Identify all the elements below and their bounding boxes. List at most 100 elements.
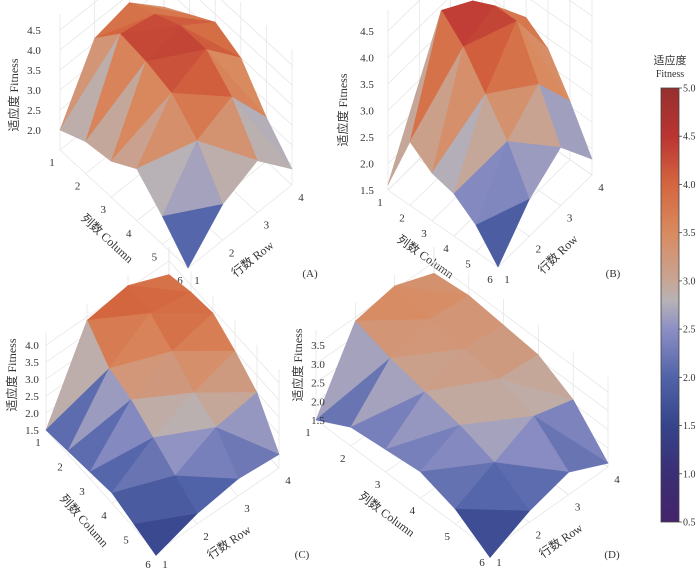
colorbar-title-en: Fitness [656, 69, 684, 80]
column-tick-label: 1 [35, 437, 41, 449]
colorbar-title-cn: 适应度 [654, 53, 687, 67]
grid-line [387, 0, 448, 58]
colorbar-tick-label: 3.5 [683, 228, 696, 239]
grid-line [387, 0, 421, 32]
column-tick-label: 2 [75, 181, 81, 193]
z-tick-label: 4.5 [360, 26, 374, 38]
z-tick-label: 2.5 [311, 378, 325, 390]
grid-line [45, 429, 157, 553]
row-tick-label: 2 [229, 247, 235, 259]
column-tick-label: 6 [487, 274, 493, 286]
row-tick-label: 3 [567, 213, 573, 225]
row-tick-label: 4 [598, 182, 604, 194]
z-axis-label: 适应度 Fitness [290, 328, 305, 401]
colorbar-tick-label: 5.0 [683, 84, 696, 95]
column-tick-label: 3 [100, 204, 106, 216]
z-tick-label: 1.5 [311, 415, 325, 427]
row-axis-label: 行数 Row [204, 521, 254, 562]
z-tick-label: 4.0 [27, 45, 41, 57]
z-tick-label: 3.5 [360, 79, 374, 91]
grid-line [315, 419, 491, 551]
z-tick-label: 4.5 [27, 25, 41, 37]
column-tick-label: 6 [145, 559, 151, 571]
z-tick-label: 3.5 [25, 357, 39, 369]
colorbar-tick-label: 2.5 [683, 325, 696, 336]
surface-facet [133, 513, 198, 556]
column-tick-label: 4 [126, 228, 132, 240]
colorbar-tick-label: 3.0 [683, 276, 696, 287]
colorbar-tick-label: 1.0 [683, 469, 696, 480]
surface-facet [475, 198, 530, 268]
grid-line [530, 0, 593, 43]
surface-facet [162, 204, 223, 269]
z-tick-label: 3.0 [27, 85, 41, 97]
column-tick-label: 2 [57, 461, 63, 473]
colorbar-bar [660, 87, 680, 523]
row-tick-label: 2 [536, 529, 542, 541]
colorbar-tick-label: 4.0 [683, 180, 696, 191]
z-tick-label: 1.5 [25, 425, 39, 437]
z-tick-label: 1.5 [360, 185, 374, 197]
column-tick-label: 4 [443, 243, 449, 255]
colorbar: 适应度 Fitness 5.0 4.5 4.0 3.5 3.0 2.5 2.0 1.5 1.0 0… [654, 53, 696, 529]
grid-line [59, 149, 189, 269]
column-tick-label: 1 [377, 197, 383, 209]
row-tick-label: 4 [298, 192, 304, 204]
grid-line [187, 184, 293, 269]
z-tick-label: 2.0 [27, 125, 41, 137]
z-tick-label: 3.5 [311, 340, 325, 352]
row-axis-label: 行数 Row [536, 520, 586, 561]
row-axis-label: 行数 Row [535, 231, 581, 277]
row-tick-label: 1 [194, 275, 200, 287]
grid-line [492, 0, 593, 70]
row-tick-label: 1 [162, 559, 168, 571]
grid-line [59, 0, 124, 51]
grid-line [220, 0, 293, 66]
z-tick-label: 2.5 [27, 105, 41, 117]
grid-line [497, 174, 593, 268]
z-tick-label: 2.5 [360, 132, 374, 144]
z-tick-label: 2.0 [360, 159, 374, 171]
colorbar-tick-label: 2.0 [683, 373, 696, 384]
z-tick-label: 4.0 [25, 340, 39, 352]
surface [59, 2, 293, 269]
row-tick-label: 3 [244, 503, 250, 515]
z-axis-label: 适应度 Fitness [6, 58, 21, 131]
column-tick-label: 5 [444, 531, 450, 543]
surface [387, 0, 593, 268]
panel-label: (C) [295, 549, 310, 561]
column-tick-label: 3 [375, 479, 381, 491]
column-tick-label: 4 [101, 510, 107, 522]
grid-line [489, 466, 609, 551]
colorbar-tick-label: 1.5 [683, 421, 696, 432]
column-tick-label: 1 [305, 427, 311, 439]
grid-line [199, 0, 293, 86]
column-tick-label: 6 [479, 557, 485, 569]
panel-label: (D) [604, 549, 620, 561]
column-tick-label: 4 [410, 505, 416, 517]
column-tick-label: 5 [465, 259, 471, 271]
z-tick-label: 2.0 [25, 408, 39, 420]
z-tick-label: 3.5 [27, 65, 41, 77]
grid-line [168, 260, 280, 384]
grid-line [387, 189, 499, 268]
surface-facet [454, 508, 530, 558]
surface [315, 272, 609, 558]
grid-line [155, 467, 280, 553]
column-tick-label: 2 [340, 453, 346, 465]
colorbar-ticks: 5.0 4.5 4.0 3.5 3.0 2.5 2.0 1.5 1.0 0.5 [679, 84, 696, 529]
grid-line [568, 0, 593, 17]
column-tick-label: 1 [49, 157, 55, 169]
row-tick-label: 2 [536, 243, 542, 255]
row-tick-label: 3 [264, 220, 270, 232]
grid-line [59, 0, 99, 31]
panel-label: (A) [302, 268, 318, 280]
column-tick-label: 5 [152, 251, 158, 263]
column-tick-label: 3 [421, 228, 427, 240]
